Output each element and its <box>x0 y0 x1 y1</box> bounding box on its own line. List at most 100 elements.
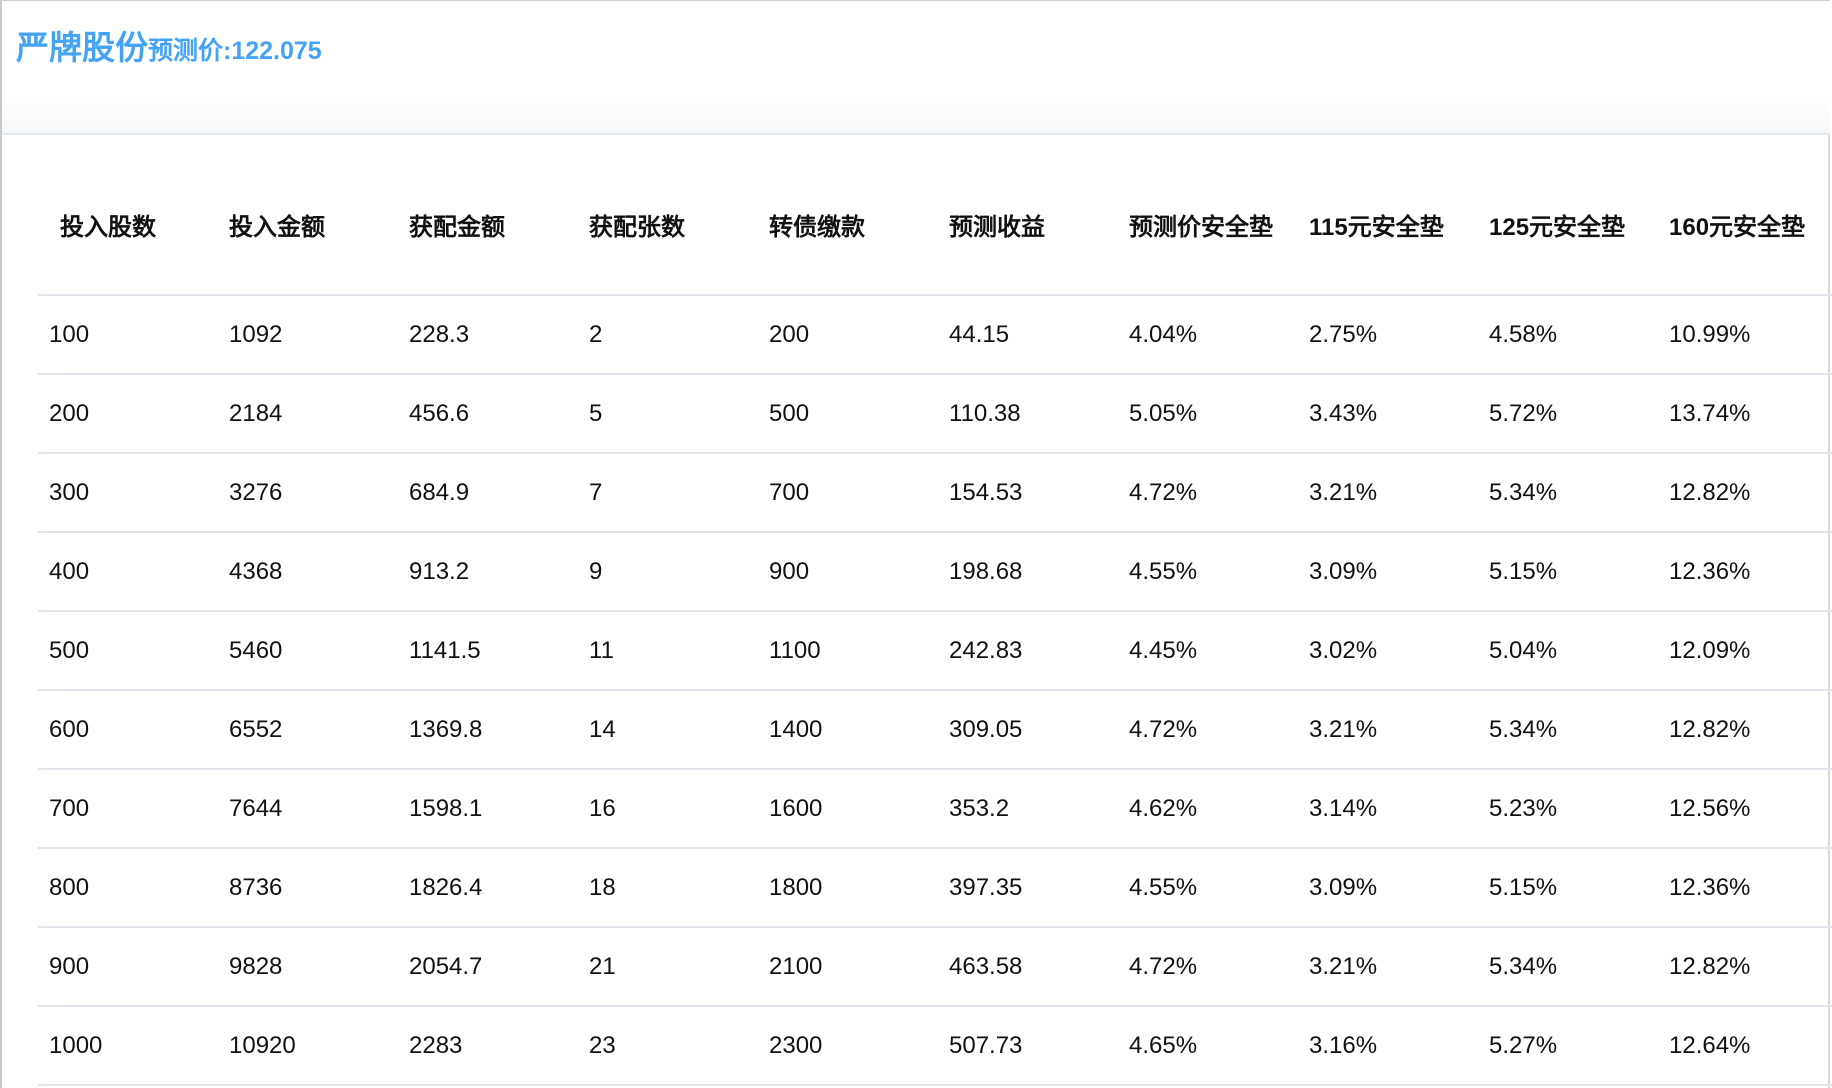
table-cell: 9 <box>578 532 758 612</box>
table-cell: 600 <box>38 690 218 770</box>
table-cell: 500 <box>38 611 218 691</box>
table-cell: 400 <box>38 532 218 612</box>
table-cell: 456.6 <box>398 374 578 454</box>
table-cell: 1000 <box>38 1006 218 1086</box>
table-cell: 2.75% <box>1298 295 1478 375</box>
table-cell: 44.15 <box>938 295 1118 375</box>
table-cell: 500 <box>758 374 938 454</box>
table-cell: 12.36% <box>1658 532 1832 612</box>
table-row: 300 3276 684.9 7 700 154.53 4.72% 3.21% 5.34% 12.… <box>38 453 1832 533</box>
predicted-price: 预测价:122.075 <box>148 37 322 65</box>
table-cell: 200 <box>758 295 938 375</box>
table-cell: 2054.7 <box>398 927 578 1007</box>
table-cell: 309.05 <box>938 690 1118 770</box>
table-cell: 1600 <box>758 769 938 849</box>
table-cell: 1826.4 <box>398 848 578 928</box>
table-cell: 900 <box>758 532 938 612</box>
column-header: 125元安全垫 <box>1478 160 1658 296</box>
table-row: 1000 10920 2283 23 2300 507.73 4.65% 3.16% 5.27%… <box>38 1006 1832 1086</box>
table-cell: 228.3 <box>398 295 578 375</box>
table-cell: 11 <box>578 611 758 691</box>
table-cell: 16 <box>578 769 758 849</box>
table-cell: 1598.1 <box>398 769 578 849</box>
table-cell: 9828 <box>218 927 398 1007</box>
table-row: 800 8736 1826.4 18 1800 397.35 4.55% 3.09% 5.15%… <box>38 848 1832 928</box>
table-cell: 1141.5 <box>398 611 578 691</box>
table-cell: 5.34% <box>1478 453 1658 533</box>
table-cell: 4.04% <box>1118 295 1298 375</box>
table-cell: 3.14% <box>1298 769 1478 849</box>
table-header-row: 投入股数 投入金额 获配金额 获配张数 转债缴款 预测收益 预测价安全垫 115元安全垫 125… <box>38 160 1832 296</box>
table-cell: 1369.8 <box>398 690 578 770</box>
table-cell: 5.23% <box>1478 769 1658 849</box>
table-cell: 21 <box>578 927 758 1007</box>
table-cell: 4.72% <box>1118 453 1298 533</box>
table-cell: 300 <box>38 453 218 533</box>
table-cell: 4.55% <box>1118 848 1298 928</box>
table-cell: 4.45% <box>1118 611 1298 691</box>
table-row: 700 7644 1598.1 16 1600 353.2 4.62% 3.14% 5.23% 1… <box>38 769 1832 849</box>
table-cell: 3.43% <box>1298 374 1478 454</box>
column-header: 预测价安全垫 <box>1118 160 1298 296</box>
table-cell: 3.16% <box>1298 1006 1478 1086</box>
column-header: 投入金额 <box>218 160 398 296</box>
table-cell: 3.21% <box>1298 927 1478 1007</box>
table-cell: 2100 <box>758 927 938 1007</box>
table-cell: 14 <box>578 690 758 770</box>
table-cell: 397.35 <box>938 848 1118 928</box>
table-cell: 900 <box>38 927 218 1007</box>
table-cell: 2 <box>578 295 758 375</box>
table-cell: 4.58% <box>1478 295 1658 375</box>
table-cell: 5.05% <box>1118 374 1298 454</box>
table-cell: 100 <box>38 295 218 375</box>
table-cell: 5 <box>578 374 758 454</box>
table-cell: 5460 <box>218 611 398 691</box>
table-row: 500 5460 1141.5 11 1100 242.83 4.45% 3.02% 5.04%… <box>38 611 1832 691</box>
table-cell: 2283 <box>398 1006 578 1086</box>
table-cell: 23 <box>578 1006 758 1086</box>
table-cell: 1100 <box>758 611 938 691</box>
company-name: 严牌股份 <box>16 29 148 66</box>
allocation-table: 投入股数 投入金额 获配金额 获配张数 转债缴款 预测收益 预测价安全垫 115元安全垫 125… <box>38 160 1832 1086</box>
table-cell: 8736 <box>218 848 398 928</box>
table-cell: 4.72% <box>1118 690 1298 770</box>
table-cell: 5.34% <box>1478 927 1658 1007</box>
table-cell: 5.04% <box>1478 611 1658 691</box>
column-header: 115元安全垫 <box>1298 160 1478 296</box>
table-row: 100 1092 228.3 2 200 44.15 4.04% 2.75% 4.58% 10.9… <box>38 295 1832 375</box>
table-cell: 4.65% <box>1118 1006 1298 1086</box>
table-cell: 2300 <box>758 1006 938 1086</box>
table-cell: 5.15% <box>1478 848 1658 928</box>
table-cell: 700 <box>38 769 218 849</box>
table-cell: 5.15% <box>1478 532 1658 612</box>
table-cell: 7 <box>578 453 758 533</box>
table-cell: 3.09% <box>1298 848 1478 928</box>
column-header: 预测收益 <box>938 160 1118 296</box>
table-cell: 463.58 <box>938 927 1118 1007</box>
column-header: 160元安全垫 <box>1658 160 1832 296</box>
table-cell: 3.09% <box>1298 532 1478 612</box>
table-cell: 200 <box>38 374 218 454</box>
table-cell: 4.72% <box>1118 927 1298 1007</box>
column-header: 获配张数 <box>578 160 758 296</box>
table-row: 200 2184 456.6 5 500 110.38 5.05% 3.43% 5.72% 13.… <box>38 374 1832 454</box>
table-cell: 3.21% <box>1298 453 1478 533</box>
table-cell: 10.99% <box>1658 295 1832 375</box>
table-cell: 110.38 <box>938 374 1118 454</box>
table-cell: 5.27% <box>1478 1006 1658 1086</box>
table-cell: 10920 <box>218 1006 398 1086</box>
table-cell: 12.09% <box>1658 611 1832 691</box>
table-cell: 6552 <box>218 690 398 770</box>
table-row: 600 6552 1369.8 14 1400 309.05 4.72% 3.21% 5.34%… <box>38 690 1832 770</box>
table-cell: 1400 <box>758 690 938 770</box>
table-cell: 4.62% <box>1118 769 1298 849</box>
table-cell: 12.82% <box>1658 927 1832 1007</box>
table-cell: 800 <box>38 848 218 928</box>
table-cell: 507.73 <box>938 1006 1118 1086</box>
table-cell: 2184 <box>218 374 398 454</box>
table-cell: 4368 <box>218 532 398 612</box>
table-cell: 1092 <box>218 295 398 375</box>
table-cell: 353.2 <box>938 769 1118 849</box>
table-cell: 3.21% <box>1298 690 1478 770</box>
table-cell: 154.53 <box>938 453 1118 533</box>
